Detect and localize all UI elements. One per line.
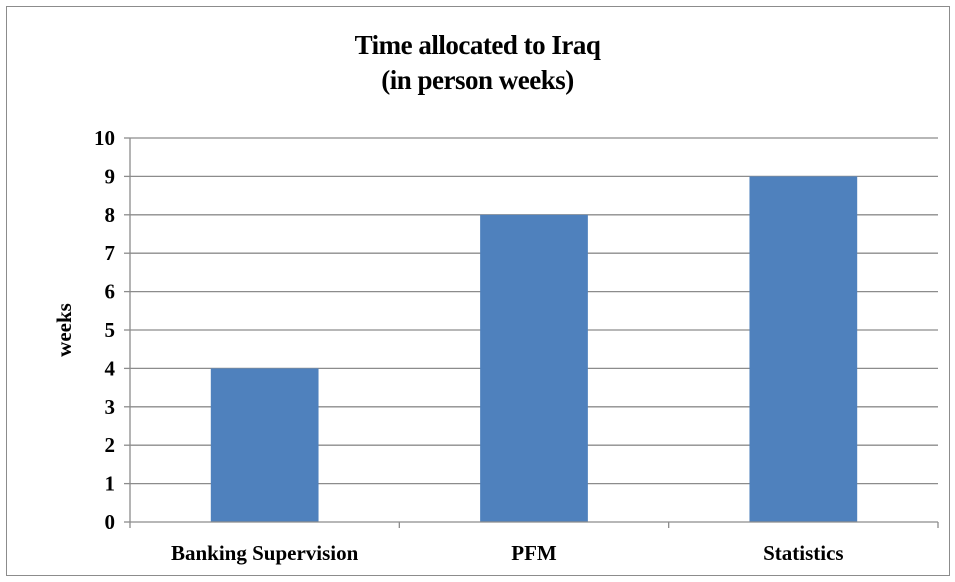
tick-labels: 0 1 2 3 4 5 6 7 8 9 10 Banking Supervision PFM Statis… (94, 126, 844, 565)
x-tick-label: Statistics (763, 541, 844, 565)
y-tick-label: 0 (105, 510, 116, 534)
bars (210, 176, 858, 523)
y-tick-label: 2 (105, 433, 116, 457)
y-tick-label: 3 (105, 395, 116, 419)
y-tick-label: 10 (94, 126, 115, 150)
y-tick-label: 6 (105, 280, 116, 304)
y-tick-label: 7 (105, 241, 116, 265)
x-tick-label: Banking Supervision (171, 541, 359, 565)
x-tick-label: PFM (511, 541, 557, 565)
y-tick-label: 5 (105, 318, 116, 342)
bar (480, 214, 588, 523)
y-tick-label: 1 (105, 472, 116, 496)
y-axis-label: weeks (52, 303, 76, 357)
chart-title: Time allocated to Iraq (in person weeks) (0, 28, 955, 98)
bar (210, 368, 319, 522)
chart-title-line-2: (in person weeks) (381, 65, 574, 95)
bar (749, 176, 858, 522)
y-tick-label: 4 (105, 356, 116, 380)
y-tick-label: 8 (105, 203, 116, 227)
y-tick-label: 9 (105, 164, 116, 188)
axes (124, 137, 939, 528)
chart-title-line-1: Time allocated to Iraq (354, 30, 601, 60)
